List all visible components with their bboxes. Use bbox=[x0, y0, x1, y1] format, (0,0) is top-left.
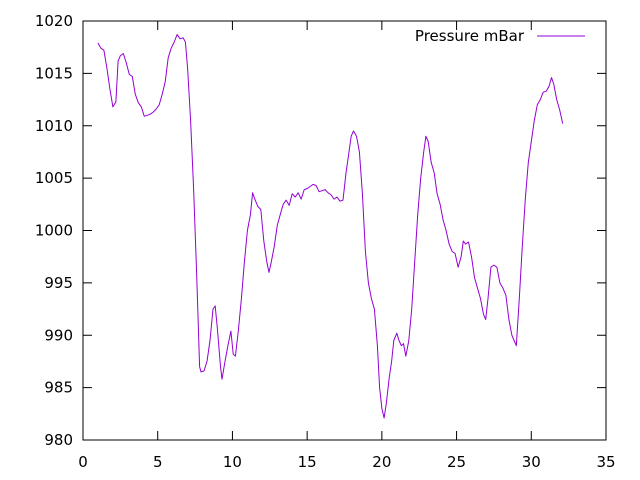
legend-label-pressure: Pressure mBar bbox=[415, 27, 525, 45]
x-tick-label: 5 bbox=[153, 453, 163, 471]
y-tick-label: 990 bbox=[44, 326, 73, 344]
x-tick-label: 10 bbox=[223, 453, 242, 471]
x-tick-label: 15 bbox=[298, 453, 317, 471]
y-tick-label: 1015 bbox=[35, 64, 73, 82]
y-tick-label: 1005 bbox=[35, 169, 73, 187]
y-tick-label: 995 bbox=[44, 274, 73, 292]
y-tick-label: 1020 bbox=[35, 12, 73, 30]
x-tick-label: 30 bbox=[522, 453, 541, 471]
y-axis-tick-labels: 980 985 990 995 1000 1005 1010 1015 1020 bbox=[35, 12, 73, 449]
plot-frame bbox=[82, 20, 607, 441]
y-tick-label: 1010 bbox=[35, 117, 73, 135]
series-line-pressure bbox=[97, 34, 564, 419]
x-axis-tick-labels: 0 5 10 15 20 25 30 35 bbox=[78, 453, 615, 471]
axis-ticks bbox=[83, 21, 606, 440]
legend: Pressure mBar bbox=[415, 27, 585, 45]
y-tick-label: 985 bbox=[44, 379, 73, 397]
x-tick-label: 0 bbox=[78, 453, 88, 471]
x-tick-label: 35 bbox=[596, 453, 615, 471]
series-layer bbox=[97, 34, 564, 419]
x-tick-label: 20 bbox=[372, 453, 391, 471]
y-tick-label: 1000 bbox=[35, 222, 73, 240]
x-tick-label: 25 bbox=[447, 453, 466, 471]
y-tick-label: 980 bbox=[44, 431, 73, 449]
